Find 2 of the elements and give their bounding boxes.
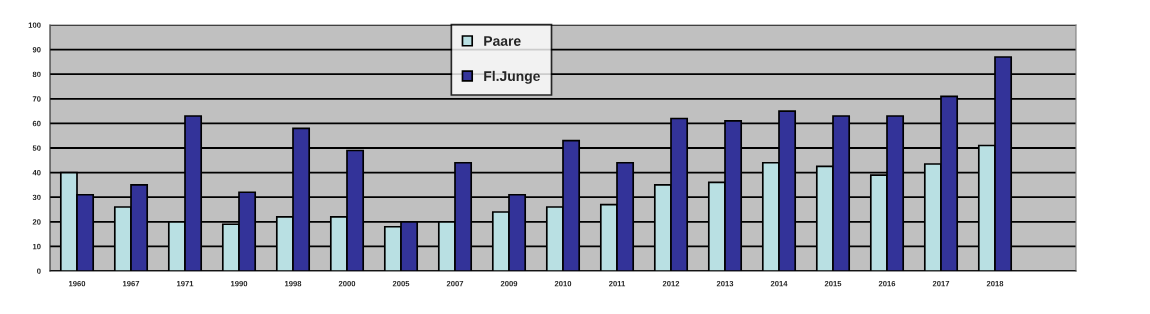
legend-label: Fl.Junge [484,70,540,84]
legend-label: Paare [484,36,521,46]
